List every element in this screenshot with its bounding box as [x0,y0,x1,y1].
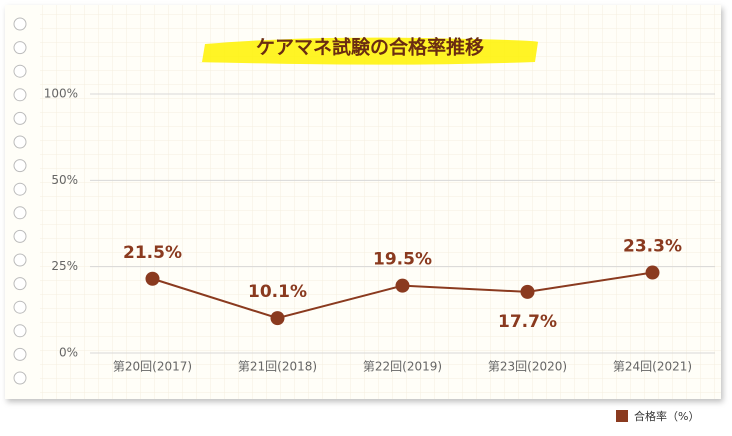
legend-swatch [616,410,628,422]
hole [13,371,27,385]
hole [13,206,27,220]
title-highlight [198,37,539,65]
hole [13,135,27,149]
hole [13,300,27,314]
point [270,311,285,326]
y-tick-label: 100% [44,87,78,101]
x-tick-label: 第20回(2017) [113,360,192,374]
x-tick-label: 第23回(2020) [488,360,567,374]
legend-label: 合格率（%） [634,409,699,423]
point [520,284,535,299]
hole [13,17,27,31]
y-tick-label: 0% [59,346,78,360]
notebook-holes [13,17,27,385]
hole [13,182,27,196]
hole [13,88,27,102]
point [645,265,660,280]
y-tick-label: 25% [51,259,78,273]
point [395,278,410,293]
data-label: 23.3% [623,237,682,257]
x-tick-label: 第22回(2019) [363,360,442,374]
point [145,271,160,286]
grid-paper [40,5,721,399]
hole [13,159,27,173]
data-label: 17.7% [498,312,557,332]
hole [13,111,27,125]
hole [13,347,27,361]
x-tick-label: 第24回(2021) [613,360,692,374]
hole [13,64,27,78]
hole [13,41,27,55]
y-tick-label: 50% [51,173,78,187]
data-label: 21.5% [123,243,182,263]
hole [13,277,27,291]
data-label: 19.5% [373,250,432,270]
hole [13,229,27,243]
chart-title: ケアマネ試験の合格率推移 [256,36,484,59]
hole [13,253,27,267]
data-label: 10.1% [248,282,307,302]
x-tick-label: 第21回(2018) [238,360,317,374]
hole [13,324,27,338]
